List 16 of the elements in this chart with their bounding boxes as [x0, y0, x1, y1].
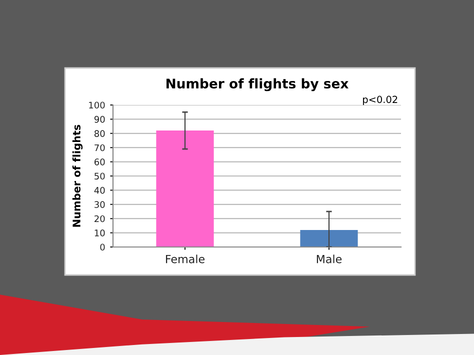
y-axis-title: Number of flights: [72, 124, 83, 227]
y-tick-label: 30: [94, 201, 105, 208]
y-tick-label: 90: [94, 116, 105, 123]
y-tick-label: 80: [94, 130, 105, 137]
y-tick-label: 60: [94, 158, 105, 166]
y-tick-label: 10: [94, 230, 105, 236]
chart-title: Number of flights by sex: [166, 78, 349, 92]
y-tick-label: 0: [100, 244, 105, 251]
y-tick-label: 70: [94, 144, 105, 152]
annotation: p<0.02: [363, 96, 398, 105]
y-tick-label: 100: [89, 102, 105, 109]
x-tick-label: Male: [316, 254, 342, 264]
y-tick-label: 20: [94, 215, 105, 222]
x-tick-label: Female: [166, 254, 204, 264]
y-tick-label: 50: [94, 172, 105, 180]
y-tick-label: 40: [94, 186, 105, 194]
